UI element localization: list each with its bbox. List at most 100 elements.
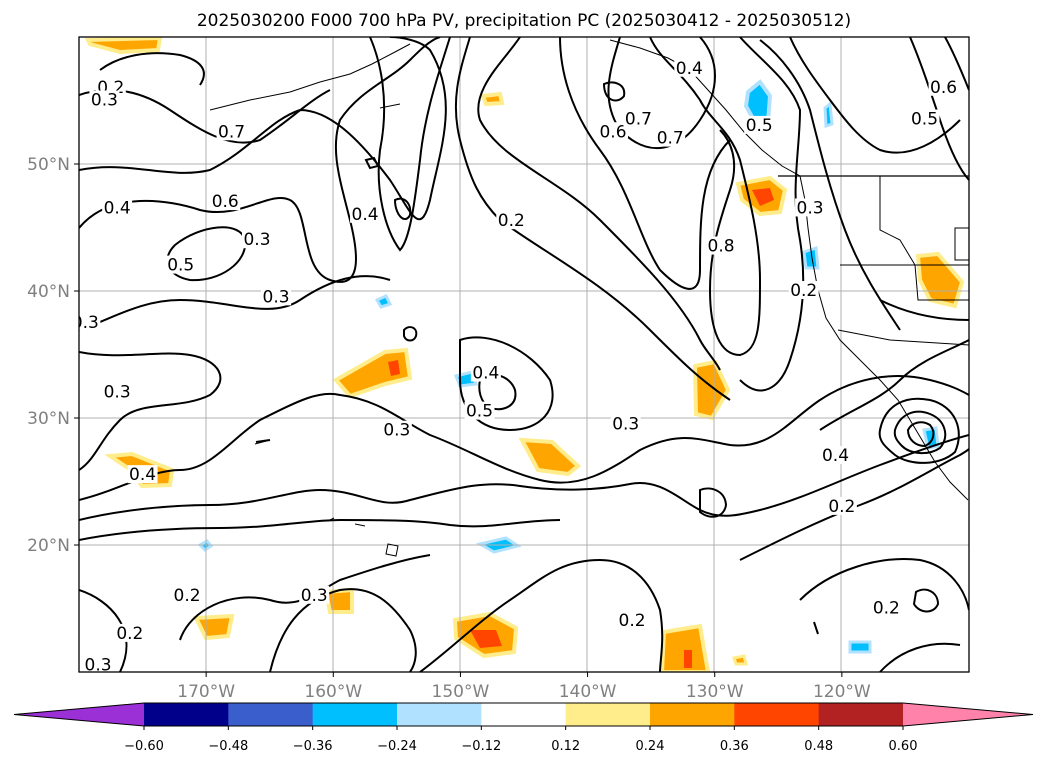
- pv-contour: [269, 588, 417, 672]
- colorbar-segment: [650, 703, 735, 726]
- x-tick-label: 140°W: [559, 682, 617, 702]
- colorbar-ticks: −0.60 −0.48 −0.36 −0.24 −0.12 0.12 0.24 0.36 0.4…: [124, 726, 917, 754]
- colorbar-tick-label: 0.36: [720, 739, 749, 754]
- pv-contour: [79, 275, 391, 331]
- precip-patch: [802, 245, 820, 270]
- precip-patch: [470, 630, 502, 648]
- x-tick-label: 150°W: [432, 682, 490, 702]
- pv-contour: [364, 156, 380, 170]
- contour-label: 0.4: [472, 364, 499, 384]
- contour-label-bg: [674, 58, 705, 77]
- contour-label-bg: [102, 382, 133, 401]
- contour-label-bg: [216, 122, 247, 141]
- contour-label: 0.4: [676, 59, 703, 79]
- contour-label: 0.3: [383, 421, 410, 441]
- pv-contour: [79, 589, 128, 672]
- contour-label-bg: [261, 287, 292, 306]
- contour-label-bg: [79, 312, 101, 331]
- contour-label: 0.3: [243, 230, 270, 250]
- map-frame: [78, 36, 970, 673]
- pv-contour: [602, 81, 626, 102]
- contour-label: 0.3: [91, 91, 118, 111]
- precip-patch: [915, 251, 965, 309]
- pv-contour: [799, 558, 969, 611]
- precip-positive-shading: [84, 37, 965, 672]
- pv-contour: [459, 336, 554, 432]
- precip-patch: [848, 640, 872, 654]
- contour-label-bg: [788, 281, 819, 299]
- pv-contour: [477, 37, 721, 371]
- pv-contour: [79, 37, 447, 221]
- y-tick-label: 50°N: [27, 155, 70, 175]
- contour-label-bg: [928, 77, 959, 96]
- contour-label-bg: [210, 192, 241, 211]
- colorbar-tick-label: −0.60: [124, 739, 164, 754]
- contour-label-bg: [470, 363, 501, 382]
- contour-label-bg: [299, 585, 330, 604]
- contour-label-bg: [89, 90, 120, 109]
- pv-contour: [813, 621, 819, 635]
- x-tick-labels: 170°W 160°W 150°W 140°W 130°W 120°W: [177, 672, 871, 702]
- contour-label-bg: [795, 198, 826, 217]
- colorbar-tick-label: 0.60: [889, 739, 918, 754]
- pv-contour: [879, 299, 969, 321]
- pv-contour: [403, 326, 418, 342]
- x-tick-label: 170°W: [177, 682, 235, 702]
- contour-label: 0.2: [498, 211, 525, 231]
- contour-label-bg: [381, 420, 412, 439]
- pv-contour: [79, 375, 969, 501]
- contour-label: 0.3: [85, 656, 112, 676]
- contour-label-bg: [102, 198, 133, 217]
- colorbar-extend-low: [14, 703, 144, 726]
- contour-label-bg: [871, 598, 902, 617]
- precip-patch: [752, 188, 774, 206]
- contour-label-bg: [909, 109, 940, 128]
- pv-contour: [79, 518, 561, 541]
- precip-patch: [518, 437, 582, 477]
- gridlines: [79, 37, 969, 672]
- pv-contour: [79, 89, 331, 144]
- colorbar-tick-label: −0.24: [377, 739, 417, 754]
- precip-patch: [659, 623, 711, 672]
- contour-label: 0.2: [174, 586, 201, 606]
- colorbar-segment: [228, 703, 314, 726]
- precip-patch: [84, 37, 163, 55]
- contour-label: 0.2: [873, 599, 900, 619]
- contour-label: 0.7: [625, 110, 652, 130]
- colorbar-segment: [818, 703, 904, 726]
- contour-label-bg: [820, 446, 851, 465]
- y-tick-label: 30°N: [27, 409, 70, 429]
- contour-label: 0.2: [790, 281, 817, 301]
- contour-label: 0.8: [708, 237, 735, 257]
- pv-contour: [906, 421, 935, 448]
- contour-label-bg: [83, 655, 114, 672]
- contour-label-bg: [114, 623, 145, 642]
- colorbar-segment: [481, 703, 567, 726]
- x-tick-label: 160°W: [304, 682, 362, 702]
- precip-patch: [480, 91, 505, 107]
- contour-label-bg: [165, 255, 196, 274]
- colorbar-tick-label: 0.24: [636, 739, 665, 754]
- pv-contour: [879, 642, 961, 672]
- contour-label: 0.5: [746, 116, 773, 136]
- contour-label: 0.7: [657, 129, 684, 149]
- contour-label: 0.4: [352, 205, 379, 225]
- colorbar-tick-label: 0.48: [804, 739, 833, 754]
- contour-labels: 0.20.30.70.60.40.50.30.30.40.30.20.60.70…: [72, 58, 959, 676]
- contour-label-bg: [617, 611, 648, 630]
- colorbar: −0.60 −0.48 −0.36 −0.24 −0.12 0.12 0.24 0.36 0.4…: [13, 702, 1034, 754]
- contour-label: 0.7: [218, 122, 245, 142]
- y-tick-labels: 50°N 40°N 30°N 20°N: [27, 155, 79, 556]
- colorbar-segment: [144, 703, 229, 726]
- contour-label-bg: [127, 465, 158, 484]
- pv-contour: [739, 37, 805, 392]
- contour-label: 0.4: [822, 446, 849, 466]
- pv-contour: [79, 37, 441, 283]
- contour-label: 0.6: [930, 78, 957, 98]
- y-tick-label: 20°N: [27, 536, 70, 556]
- colorbar-segment: [397, 703, 482, 726]
- contour-label: 0.3: [72, 313, 99, 333]
- pv-contour: [79, 434, 969, 521]
- contour-label-bg: [655, 128, 686, 147]
